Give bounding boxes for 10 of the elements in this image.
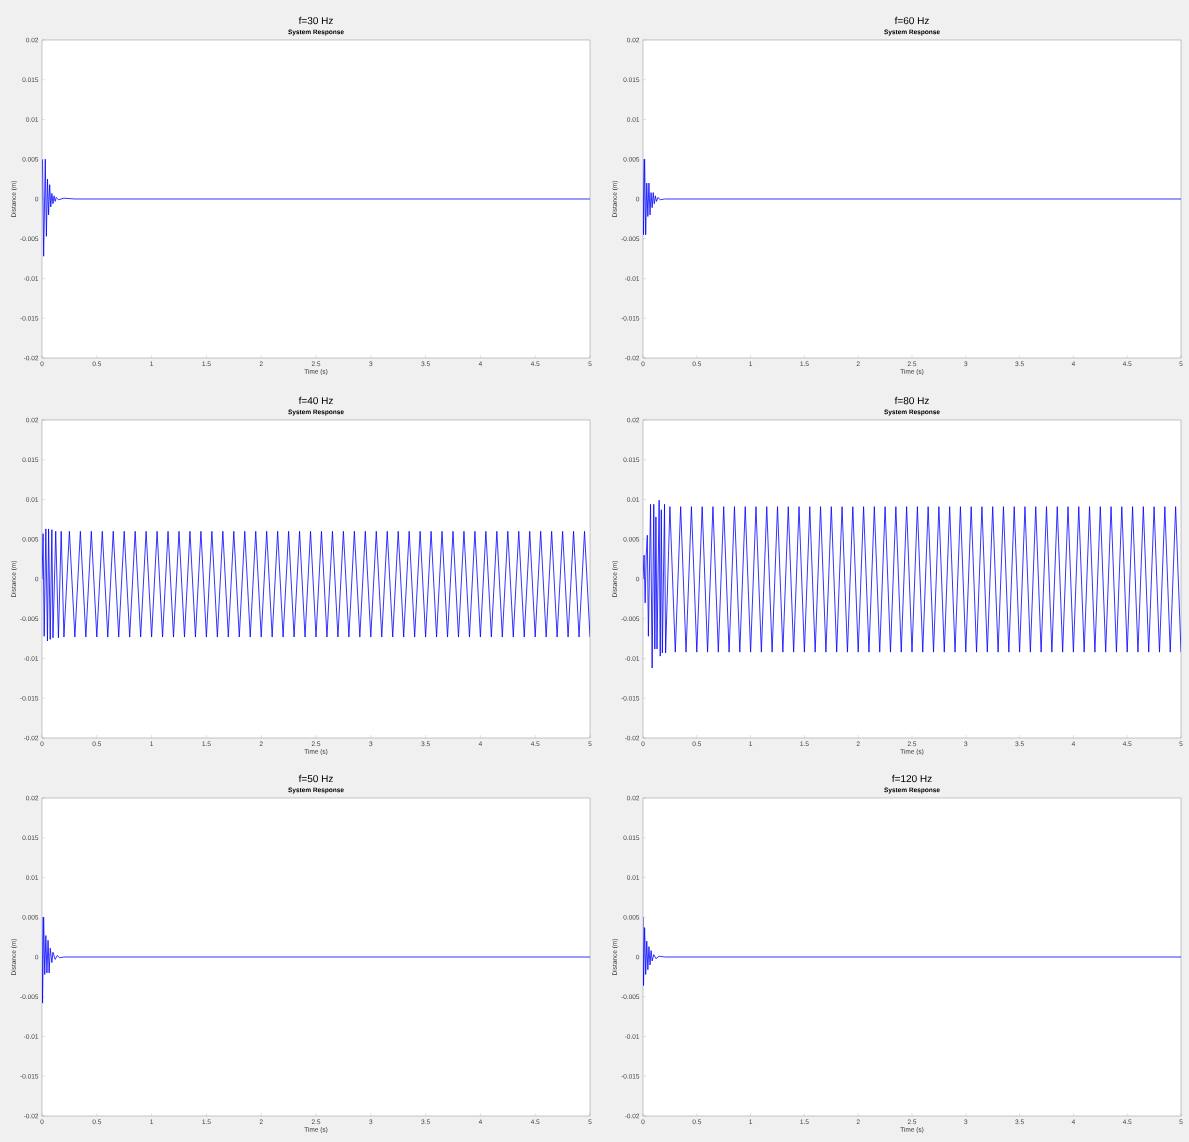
line-series <box>643 499 1181 669</box>
chart-title: f=30 Hz <box>298 16 333 25</box>
chart-title: f=50 Hz <box>298 774 333 783</box>
chart-title: f=120 Hz <box>891 774 932 783</box>
line-series <box>42 158 590 257</box>
line-series <box>42 528 590 642</box>
line-series <box>643 158 1181 236</box>
chart-title: f=60 Hz <box>894 16 929 25</box>
chart-title: f=80 Hz <box>894 396 929 405</box>
chart-title: f=40 Hz <box>298 396 333 405</box>
